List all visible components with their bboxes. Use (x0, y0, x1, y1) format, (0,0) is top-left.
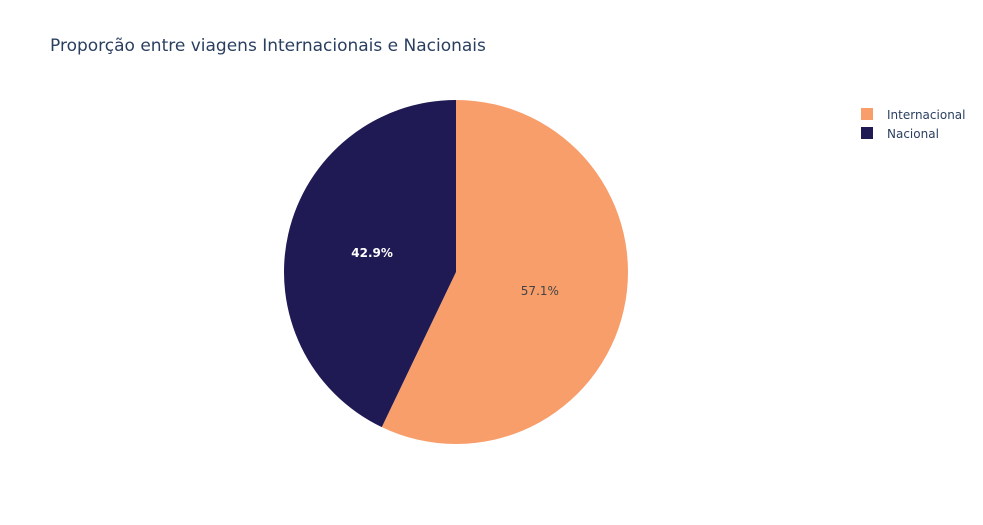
legend-swatch-internacional (861, 108, 873, 120)
pie-slice-labels: 57.1% 42.9% (351, 246, 559, 298)
pie-slice-internacional[interactable] (381, 100, 628, 444)
pie-slices (283, 100, 628, 444)
pie-label-internacional: 57.1% (521, 284, 559, 298)
legend-item-nacional[interactable]: Nacional (861, 127, 939, 141)
pie-slice-nacional[interactable] (283, 100, 456, 428)
legend-swatch-nacional (861, 127, 873, 139)
legend-label-nacional: Nacional (887, 127, 939, 141)
chart-title: Proporção entre viagens Internacionais e… (50, 36, 486, 56)
pie-label-nacional: 42.9% (351, 246, 393, 260)
legend: Internacional Nacional (861, 108, 965, 141)
legend-label-internacional: Internacional (887, 108, 965, 122)
legend-item-internacional[interactable]: Internacional (861, 108, 965, 122)
